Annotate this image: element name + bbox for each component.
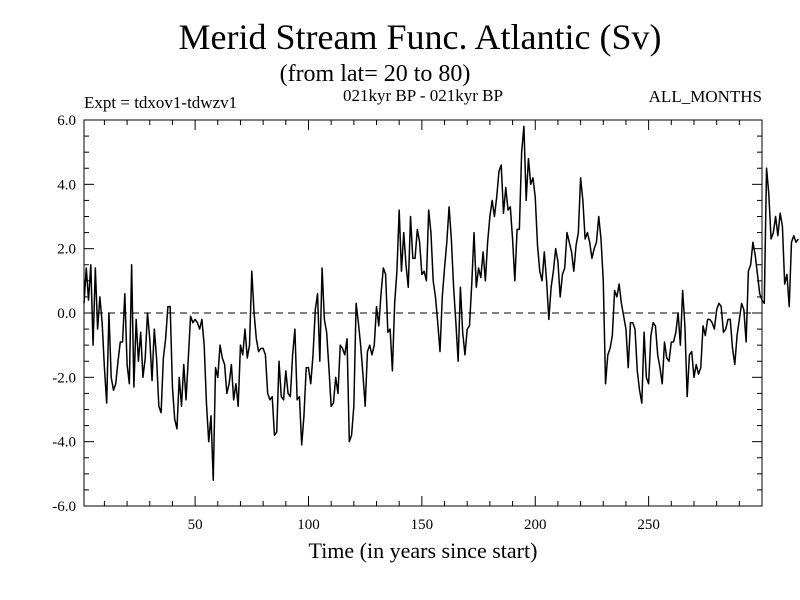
y-tick-label: 4.0 [57,177,76,193]
axis-tick-labels: 50 100 150 200 250 -6.0 -4.0 -2.0 0.0 2.0 4.0 6.0 [52,113,660,533]
y-tick-label: -4.0 [52,435,76,451]
x-tick-label: 50 [188,517,203,533]
series-line [83,125,799,482]
months-label: ALL_MONTHS [649,87,762,106]
period-label: 021kyr BP - 021kyr BP [343,86,503,105]
y-tick-label: 0.0 [57,306,76,322]
y-tick-label: -2.0 [52,370,76,386]
chart-title: Merid Stream Func. Atlantic (Sv) [179,17,662,57]
chart-subtitle: (from lat= 20 to 80) [280,61,471,87]
x-tick-label: 250 [637,517,660,533]
x-tick-label: 100 [297,517,320,533]
plot-frame [83,119,763,507]
experiment-label: Expt = tdxov1-tdwzv1 [84,93,237,112]
y-tick-label: -6.0 [52,499,76,515]
x-tick-label: 150 [411,517,434,533]
x-tick-label: 200 [524,517,547,533]
y-tick-label: 6.0 [57,113,76,129]
y-tick-label: 2.0 [57,242,76,258]
x-axis-label: Time (in years since start) [309,538,538,563]
